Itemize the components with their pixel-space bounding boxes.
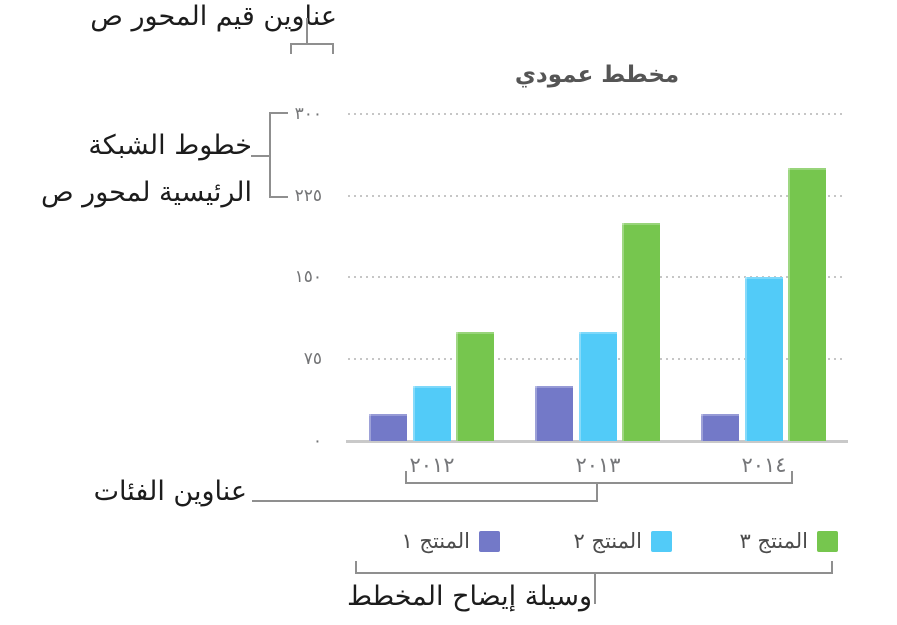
categories-callout-stem xyxy=(596,482,598,502)
gridlines-callout-tick-bottom xyxy=(269,196,288,198)
y-axis-tick-label: ٢٢٥ xyxy=(294,186,322,206)
bar-series2-cat2 xyxy=(579,332,617,441)
categories-callout-tick-right xyxy=(791,471,793,483)
gridlines-callout-bracket xyxy=(269,112,271,198)
x-axis-category-label: ٢٠١٤ xyxy=(741,453,787,477)
legend-callout-tick-right xyxy=(831,561,833,573)
y-values-callout-tick-right xyxy=(332,43,334,54)
chart-title: مخطط عمودي xyxy=(514,62,680,88)
gridlines-callout-tick-top xyxy=(269,112,288,114)
y-axis-tick-label: ١٥٠ xyxy=(294,267,322,287)
legend-callout-stem xyxy=(594,572,596,604)
gridlines-callout-label-line1: خطوط الشبكة xyxy=(88,130,252,161)
x-axis-category-label: ٢٠١٣ xyxy=(575,453,621,477)
y-values-callout-bracket xyxy=(290,43,334,45)
categories-callout-tick-left xyxy=(405,471,407,483)
gridlines-callout-connector xyxy=(251,155,269,157)
bar-series1-cat1 xyxy=(369,414,407,441)
y-axis-tick-label: ٣٠٠ xyxy=(294,104,322,124)
y-gridline xyxy=(348,276,846,278)
legend-item-label: المنتج ١ xyxy=(401,529,470,553)
legend-swatch-icon xyxy=(651,531,672,552)
legend-item-2: المنتج ٢ xyxy=(573,530,672,553)
y-axis-tick-label: ٧٥ xyxy=(303,349,322,369)
y-axis-tick-label: ٠ xyxy=(312,431,322,451)
categories-callout-label: عناوين الفئات xyxy=(93,476,247,507)
legend-callout-tick-left xyxy=(355,561,357,573)
gridlines-callout-label: خطوط الشبكة الرئيسية لمحور ص xyxy=(41,122,252,216)
gridlines-callout-label-line2: الرئيسية لمحور ص xyxy=(40,177,252,208)
bar-series1-cat2 xyxy=(535,386,573,441)
bar-series2-cat1 xyxy=(413,386,451,441)
legend-item-label: المنتج ٢ xyxy=(573,529,642,553)
categories-callout-connector xyxy=(252,500,598,502)
legend-item-label: المنتج ٣ xyxy=(739,529,808,553)
legend-callout-label: وسيلة إيضاح المخطط xyxy=(346,581,592,612)
legend-swatch-icon xyxy=(479,531,500,552)
x-axis-baseline xyxy=(346,440,848,443)
y-axis-values-callout-label: عناوين قيم المحور ص xyxy=(90,1,337,32)
categories-callout-bracket xyxy=(405,482,793,484)
bar-series2-cat3 xyxy=(745,277,783,441)
y-values-callout-tick-left xyxy=(290,43,292,54)
bar-series3-cat1 xyxy=(456,332,494,441)
bar-series1-cat3 xyxy=(701,414,739,441)
y-gridline xyxy=(348,195,846,197)
legend-swatch-icon xyxy=(817,531,838,552)
bar-series3-cat3 xyxy=(788,168,826,441)
plot-area xyxy=(346,113,848,443)
x-axis-category-label: ٢٠١٢ xyxy=(409,453,455,477)
bar-series3-cat2 xyxy=(622,223,660,441)
legend-item-1: المنتج ١ xyxy=(401,530,500,553)
y-gridline xyxy=(348,113,846,115)
y-values-callout-stem xyxy=(306,18,308,44)
legend-item-3: المنتج ٣ xyxy=(739,530,838,553)
